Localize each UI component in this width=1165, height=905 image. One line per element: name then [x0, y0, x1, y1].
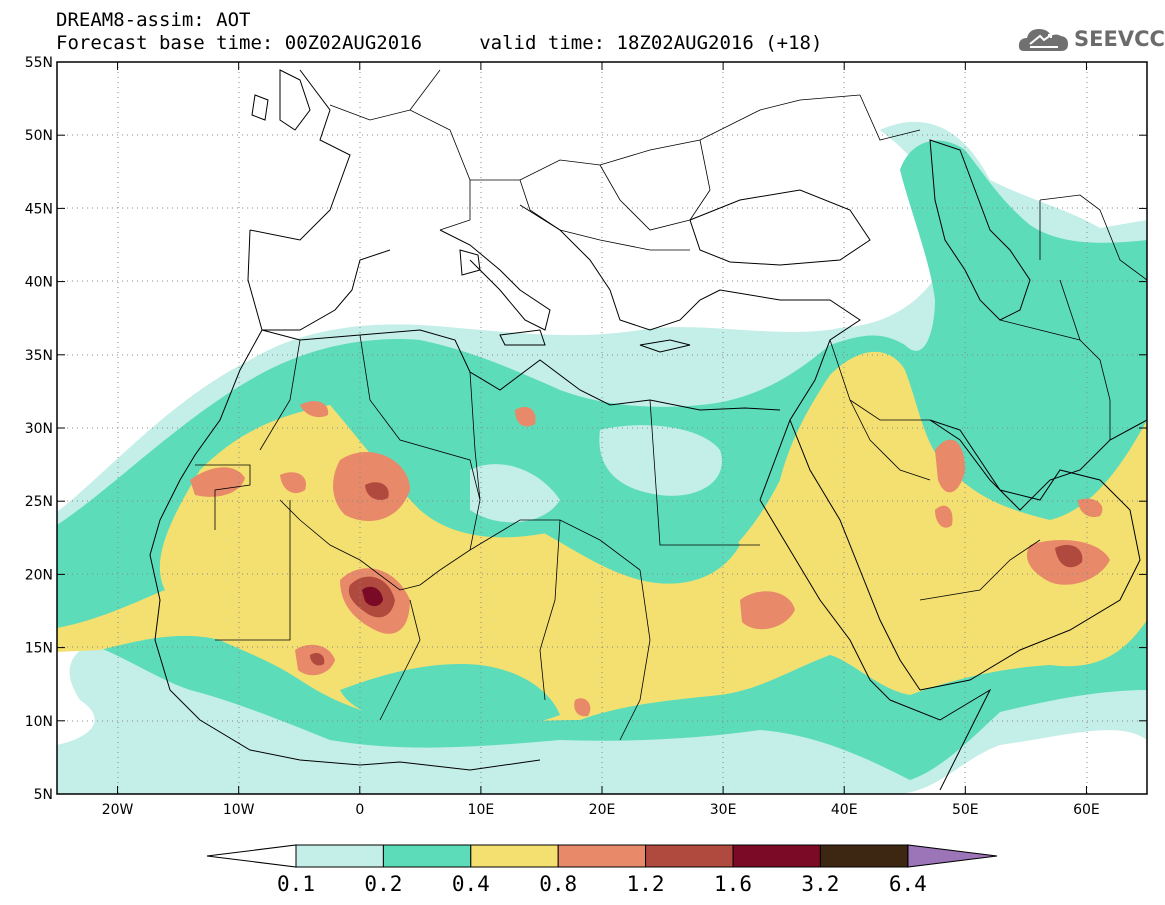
- aot-patch-libya: [470, 464, 560, 523]
- lat-lon-grid: [57, 62, 1147, 794]
- aot-patch-sahel: [340, 664, 560, 732]
- lat-tick-label: 25N: [25, 494, 53, 510]
- colorbar-box: [295, 844, 384, 868]
- lat-tick-label: 15N: [25, 641, 53, 657]
- lat-tick-label: 30N: [25, 421, 53, 437]
- colorbar-over-arrow: [907, 844, 998, 868]
- logo-text: SEEVCCC: [1074, 27, 1165, 51]
- lat-tick-label: 35N: [25, 348, 53, 364]
- colorbar-label: 6.4: [889, 872, 927, 896]
- lon-tick-label: 10E: [468, 802, 495, 818]
- map-subtitle-times: Forecast base time: 00Z02AUG2016 valid t…: [56, 32, 823, 54]
- lon-tick-label: 50E: [952, 802, 979, 818]
- colorbar-label: 3.2: [801, 872, 839, 896]
- lon-tick-label: 10W: [223, 802, 255, 818]
- lat-tick-label: 10N: [25, 714, 53, 730]
- colorbar: 0.1 0.2 0.4 0.8 1.2 1.6 3.2 6.4: [206, 844, 998, 896]
- colorbar-box: [819, 844, 909, 868]
- colorbar-box: [645, 844, 734, 868]
- country-borders: [195, 69, 1147, 741]
- lon-tick-label: 30E: [710, 802, 737, 818]
- colorbar-label: 0.2: [364, 872, 402, 896]
- cloud-logo-icon: [1018, 29, 1068, 51]
- coastlines: [149, 69, 1147, 791]
- aot-contour-1.6: [362, 586, 383, 607]
- lon-tick-label: 20E: [589, 802, 616, 818]
- aot-field: [57, 62, 1147, 794]
- lon-tick-label: 0: [355, 802, 364, 818]
- colorbar-box: [732, 844, 821, 868]
- lat-tick-label: 40N: [25, 275, 53, 291]
- lat-tick-label: 5N: [34, 787, 53, 803]
- colorbar-label: 1.6: [714, 872, 752, 896]
- map-title: DREAM8-assim: AOT: [56, 9, 251, 31]
- lon-tick-label: 20W: [102, 802, 134, 818]
- colorbar-box: [470, 844, 559, 868]
- lat-tick-label: 20N: [25, 567, 53, 583]
- lat-tick-label: 50N: [25, 128, 53, 144]
- colorbar-label: 0.4: [452, 872, 490, 896]
- colorbar-label: 1.2: [627, 872, 665, 896]
- lat-tick-label: 45N: [25, 201, 53, 217]
- aot-patch-egypt: [599, 425, 722, 496]
- colorbar-label: 0.8: [539, 872, 577, 896]
- colorbar-box: [382, 844, 472, 868]
- colorbar-label: 0.1: [277, 872, 315, 896]
- colorbar-under-arrow: [206, 844, 297, 868]
- aot-patch-sahara-east: [470, 420, 740, 584]
- axis-labels: 55N 50N 45N 40N 35N 30N 25N 20N 15N 10N 5N 20W 10W 0 1…: [25, 55, 1100, 818]
- lon-tick-label: 60E: [1073, 802, 1100, 818]
- colorbar-box: [557, 844, 647, 868]
- axis-ticks: [57, 61, 1147, 795]
- lon-tick-label: 40E: [831, 802, 858, 818]
- seevccc-logo: SEEVCCC: [1018, 24, 1165, 56]
- lat-tick-label: 55N: [25, 55, 53, 71]
